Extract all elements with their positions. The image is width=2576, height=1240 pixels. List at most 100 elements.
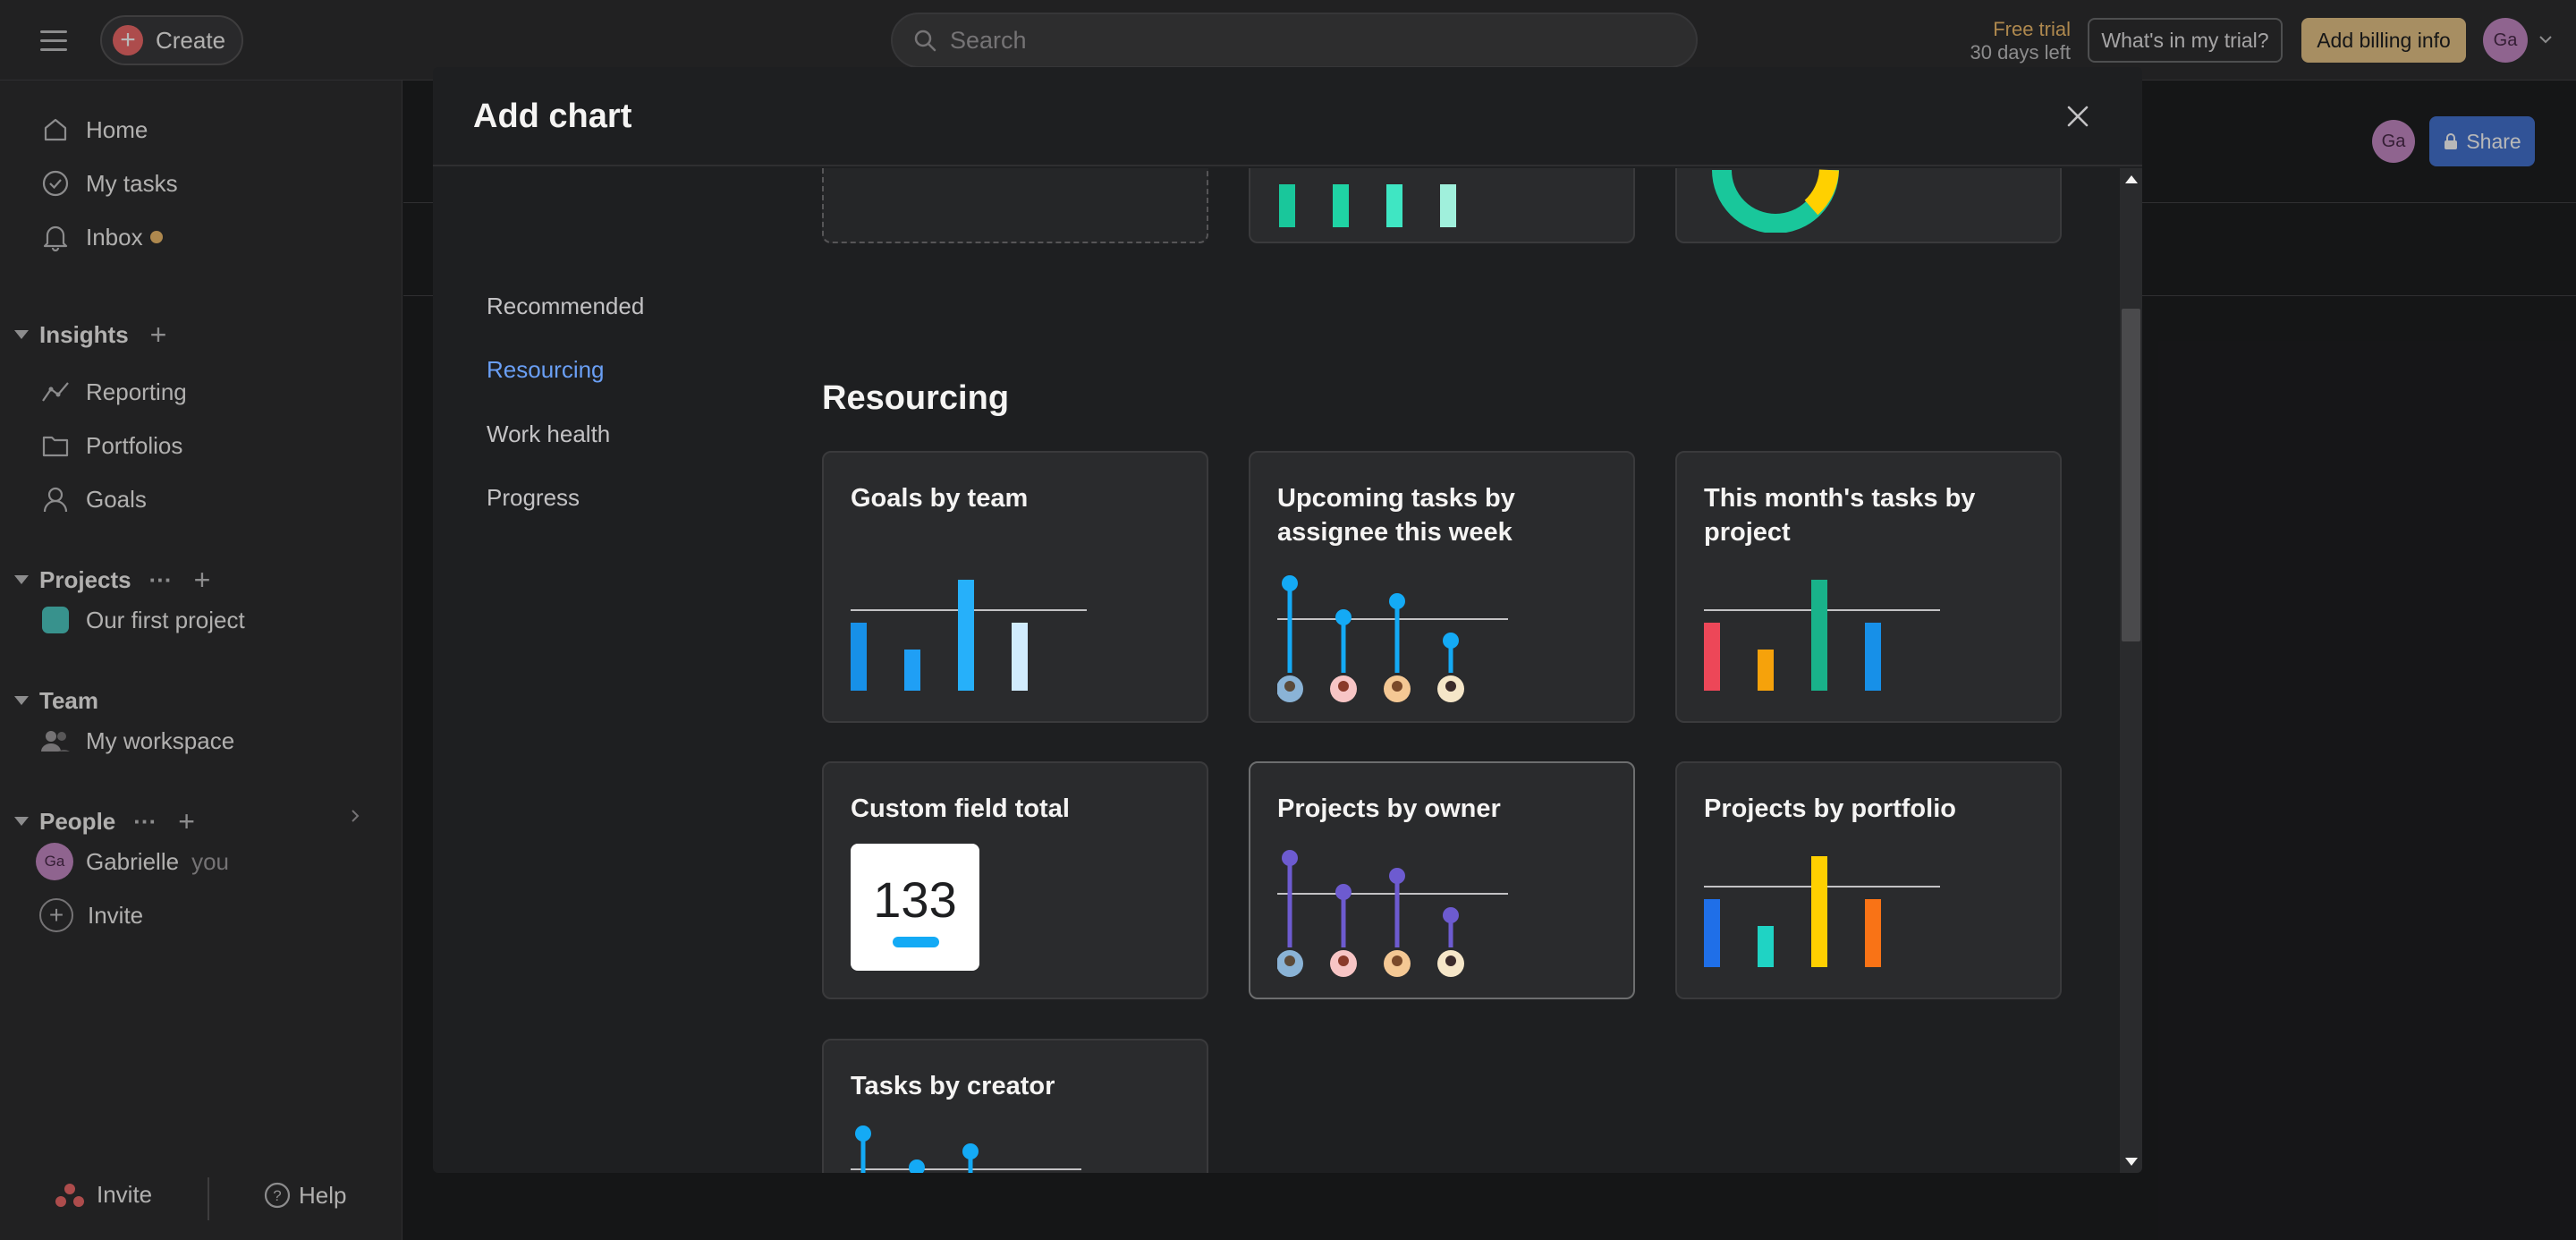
help-label: Help — [299, 1181, 347, 1209]
scroll-down-arrow-icon[interactable] — [2125, 1158, 2138, 1166]
sidebar-footer: Invite ? Help — [0, 1163, 402, 1235]
sidebar-item-gabrielle[interactable]: Ga Gabrielle you — [36, 839, 229, 884]
bar-chart-illustration — [1704, 856, 1940, 967]
sidebar-item-label: Reporting — [86, 378, 187, 405]
nav-progress[interactable]: Progress — [487, 484, 580, 511]
caret-down-icon — [14, 817, 29, 826]
create-button[interactable]: + Create — [100, 15, 243, 65]
chart-card-previous-donut[interactable] — [1675, 168, 2062, 243]
lollipop-chart-illustration — [851, 1125, 1081, 1173]
add-people-icon[interactable]: + — [178, 804, 195, 837]
section-heading-resourcing: Resourcing — [822, 379, 1010, 417]
caret-down-icon — [14, 696, 29, 705]
user-avatar[interactable]: Ga — [2483, 18, 2528, 63]
folder-icon — [39, 429, 72, 462]
bell-icon — [39, 221, 72, 253]
card-title: Projects by portfolio — [1704, 794, 1956, 823]
section-insights[interactable]: Insights + — [14, 317, 166, 352]
section-people[interactable]: People ··· + — [14, 803, 195, 839]
sidebar-item-goals[interactable]: Goals — [39, 477, 147, 522]
vertical-scrollbar[interactable] — [2120, 168, 2142, 1173]
sidebar-item-reporting[interactable]: Reporting — [39, 369, 187, 414]
home-icon — [39, 114, 72, 146]
bar-chart-illustration — [851, 580, 1087, 691]
trial-days-left: 30 days left — [1970, 41, 2071, 64]
card-title: Upcoming tasks by assignee this week — [1277, 484, 1515, 547]
chart-card-projects-by-owner[interactable]: Projects by owner — [1249, 761, 1635, 999]
bar-chart-illustration — [1704, 580, 1940, 691]
help-button[interactable]: ? Help — [263, 1181, 346, 1210]
invite-label: Invite — [97, 1181, 153, 1208]
scroll-up-arrow-icon[interactable] — [2125, 175, 2138, 183]
search-placeholder: Search — [950, 26, 1027, 54]
section-projects[interactable]: Projects ··· + — [14, 562, 210, 598]
chart-gallery: Resourcing Goals by team Upcoming tasks … — [433, 168, 2120, 1173]
trial-label: Free trial — [1993, 18, 2071, 40]
chart-card-projects-by-portfolio[interactable]: Projects by portfolio — [1675, 761, 2062, 999]
card-title: Custom field total — [851, 794, 1070, 823]
sidebar-item-my-tasks[interactable]: My tasks — [39, 161, 178, 206]
swatch — [42, 607, 69, 633]
nav-recommended[interactable]: Recommended — [487, 293, 645, 319]
donut-chart — [1712, 168, 1839, 233]
chart-card-goals-by-team[interactable]: Goals by team — [822, 451, 1208, 723]
member-you-label: you — [191, 847, 229, 875]
svg-text:?: ? — [273, 1187, 281, 1204]
card-title: Tasks by creator — [851, 1072, 1055, 1100]
lollipop-chart-illustration — [1277, 575, 1508, 702]
sidebar-item-my-workspace[interactable]: My workspace — [39, 718, 234, 763]
sidebar-item-label: Goals — [86, 485, 147, 513]
chart-card-upcoming-tasks[interactable]: Upcoming tasks by assignee this week — [1249, 451, 1635, 723]
nav-resourcing[interactable]: Resourcing — [487, 356, 605, 383]
more-options-icon[interactable]: ··· — [133, 807, 157, 835]
section-team[interactable]: Team — [14, 683, 98, 718]
sidebar-item-label: My tasks — [86, 169, 178, 197]
card-title: This month's tasks by project — [1704, 484, 1976, 547]
hamburger-menu-icon[interactable] — [38, 24, 70, 56]
section-label: Team — [39, 686, 98, 714]
sidebar-item-inbox[interactable]: Inbox — [39, 215, 163, 259]
chart-card-tasks-by-creator[interactable]: Tasks by creator — [822, 1039, 1208, 1173]
invite-label: Invite — [88, 901, 144, 929]
top-bar: + Create Search Free trial 30 days left … — [0, 0, 2576, 81]
more-options-icon[interactable]: ··· — [148, 565, 173, 593]
sidebar-item-label: Home — [86, 115, 148, 143]
chart-card-month-tasks-by-project[interactable]: This month's tasks by project — [1675, 451, 2062, 723]
chevron-right-icon[interactable] — [349, 807, 361, 825]
chart-card-blank[interactable] — [822, 168, 1208, 243]
avatar: Ga — [36, 843, 73, 880]
sidebar-item-our-first-project[interactable]: Our first project — [39, 598, 245, 642]
add-billing-info-button[interactable]: Add billing info — [2301, 18, 2466, 63]
invite-teammates-button[interactable]: Invite — [54, 1181, 152, 1209]
nav-work-health[interactable]: Work health — [487, 420, 611, 447]
share-button[interactable]: Share — [2429, 116, 2535, 166]
sidebar-item-label: Portfolios — [86, 431, 183, 459]
caret-down-icon — [14, 575, 29, 584]
dialog-header: Add chart — [433, 67, 2142, 166]
sidebar-item-home[interactable]: Home — [39, 107, 148, 152]
add-project-icon[interactable]: + — [193, 563, 211, 596]
number-tile: 133 — [851, 844, 979, 971]
person-icon — [39, 483, 72, 515]
sidebar-item-label: My workspace — [86, 726, 235, 754]
plus-icon: + — [113, 25, 143, 55]
number-underline — [893, 937, 939, 947]
team-icon — [39, 725, 72, 757]
project-color-swatch — [39, 604, 72, 636]
sidebar-item-portfolios[interactable]: Portfolios — [39, 423, 182, 468]
card-title: Goals by team — [851, 484, 1029, 513]
section-label: People — [39, 807, 116, 835]
share-label: Share — [2466, 129, 2521, 153]
lollipop-chart-illustration — [1277, 850, 1508, 977]
add-insight-icon[interactable]: + — [149, 318, 167, 351]
whats-in-my-trial-button[interactable]: What's in my trial? — [2088, 18, 2283, 63]
caret-down-icon — [14, 330, 29, 339]
chevron-down-icon[interactable] — [2538, 34, 2553, 45]
scroll-thumb[interactable] — [2122, 309, 2140, 641]
chart-card-custom-field-total[interactable]: Custom field total 133 — [822, 761, 1208, 999]
sidebar-invite[interactable]: + Invite — [39, 893, 143, 938]
chart-card-previous[interactable] — [1249, 168, 1635, 243]
avatar[interactable]: Ga — [2372, 120, 2415, 163]
line-chart-icon — [39, 376, 72, 408]
close-icon[interactable] — [2063, 101, 2093, 132]
